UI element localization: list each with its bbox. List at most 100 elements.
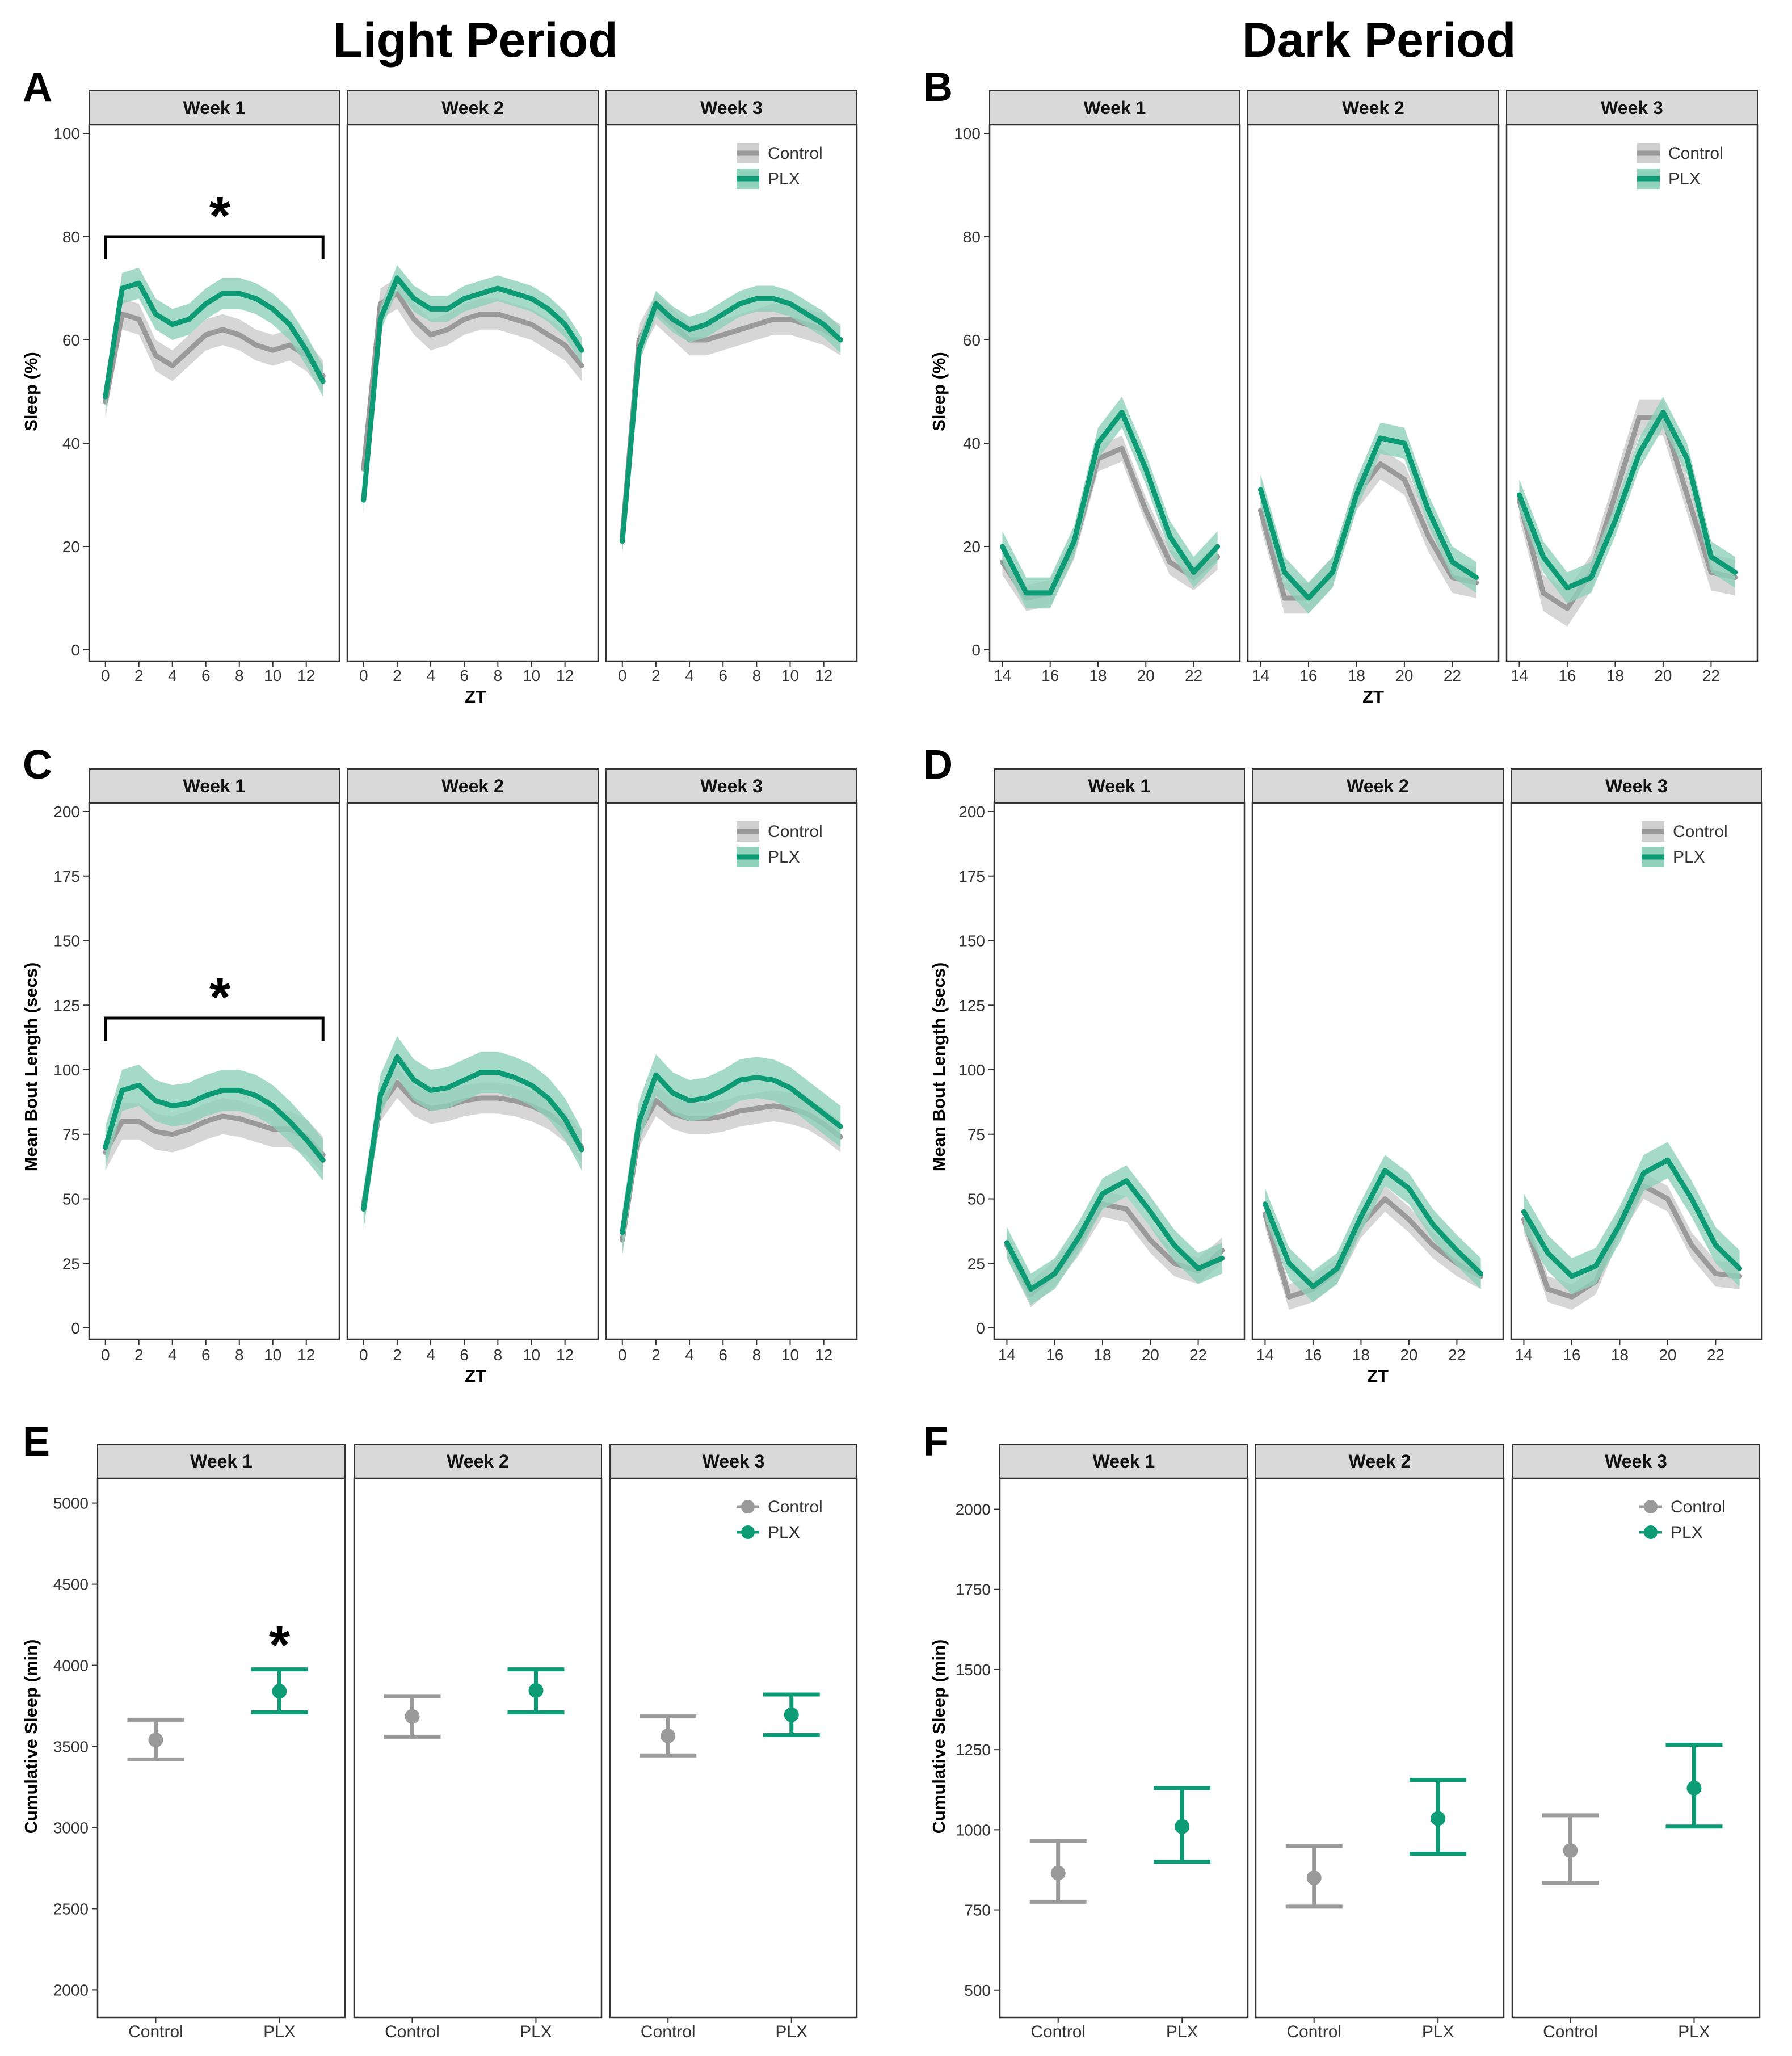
legend-control-label: Control: [1668, 144, 1723, 163]
facet-week-1: Week 1 0 2 4 6 8 10 12 *: [88, 768, 340, 1364]
facet-panel: [609, 1477, 858, 2019]
significance-bracket: [104, 235, 325, 259]
x-tick-label: 10: [523, 667, 540, 684]
x-tick-label: 12: [815, 667, 832, 684]
y-tick-label: 5000: [53, 1495, 89, 1512]
x-tick-label: 12: [556, 667, 574, 684]
y-axis-title: Cumulative Sleep (min): [929, 1639, 949, 1834]
y-axis-title: Sleep (%): [21, 352, 41, 431]
x-tick-label: 14: [1252, 667, 1269, 684]
facet-strip: [1252, 768, 1504, 804]
y-tick-label: 40: [963, 435, 981, 452]
x-tick-label: 20: [1395, 667, 1413, 684]
y-tick-label: 150: [958, 932, 985, 950]
facet-strip-label: Week 2: [1342, 98, 1404, 118]
x-tick-label: 2: [134, 1346, 144, 1364]
x-tick-label: 18: [1352, 1346, 1370, 1364]
facet-week-1: Week 1 Control PLX *: [96, 1444, 346, 2041]
facet-panel: [346, 124, 599, 662]
x-tick-label: PLX: [1166, 2023, 1198, 2041]
plx-mean-point: [1686, 1780, 1702, 1796]
facet-strip: [609, 1444, 857, 1479]
facet-strip-label: Week 3: [1601, 98, 1663, 118]
control-mean-point: [148, 1733, 163, 1748]
plx-error-band: [1519, 397, 1735, 604]
plx-series-line: [103, 1082, 326, 1163]
x-tick-label: 8: [752, 667, 762, 684]
panel-label-d: D: [923, 742, 953, 788]
column-title-light: Light Period: [333, 13, 618, 68]
x-tick-label: 20: [1137, 667, 1155, 684]
plx-error-band: [1524, 1142, 1740, 1294]
plx-series-line: [620, 1072, 843, 1235]
plx-error-bar: [507, 1667, 565, 1714]
x-tick-label: 8: [494, 1346, 503, 1364]
x-tick-label: 10: [781, 667, 799, 684]
facet-strip: [347, 90, 599, 125]
significance-star: *: [269, 1615, 291, 1676]
facet-week-1: Week 1 14 16 18 20 22: [993, 768, 1246, 1364]
control-error-bar: [127, 1717, 184, 1761]
facet-panel: [346, 802, 599, 1340]
facet-panel: [605, 802, 858, 1340]
y-tick-label: 175: [53, 868, 80, 885]
x-tick-label: 6: [460, 667, 469, 684]
plx-series-line: [361, 275, 584, 503]
x-tick-label: 10: [781, 1346, 799, 1364]
x-axis-title: ZT: [465, 687, 486, 707]
facet-week-2: Week 2 0 2 4 6 8 10 12: [346, 768, 599, 1364]
y-tick-label: 4000: [53, 1657, 89, 1675]
control-error-bar: [1029, 1839, 1087, 1904]
y-tick-label: 750: [964, 1902, 991, 1919]
x-tick-label: 6: [718, 667, 727, 684]
facet-strip: [354, 1444, 602, 1479]
legend-plx-label: PLX: [1671, 1523, 1703, 1542]
control-error-band: [622, 1085, 841, 1256]
y-tick-label: 200: [53, 803, 80, 821]
plx-mean-point: [1175, 1819, 1190, 1834]
y-axis-title: Mean Bout Length (secs): [929, 962, 949, 1172]
panel-b: B Sleep (%) 0 20 40 60 80 100 ZT Week 1 14 16 18 20 22…: [923, 65, 1759, 707]
panel-f: F Cumulative Sleep (min) 500 750 1000 1250 150…: [923, 1419, 1761, 2041]
plx-error-band: [622, 285, 841, 554]
legend-plx-label: PLX: [768, 170, 800, 188]
y-tick-label: 1750: [956, 1581, 991, 1599]
y-tick-label: 150: [53, 932, 80, 950]
x-tick-label: 22: [1707, 1346, 1724, 1364]
x-tick-label: Control: [1286, 2023, 1341, 2041]
control-error-bar: [1542, 1813, 1599, 1885]
facet-strip-label: Week 3: [703, 1451, 765, 1471]
x-tick-label: 20: [1659, 1346, 1676, 1364]
legend-control-dot: [1644, 1500, 1658, 1513]
facet-panel: [993, 802, 1246, 1340]
control-mean-point: [1306, 1870, 1322, 1886]
x-tick-label: 22: [1444, 667, 1461, 684]
x-tick-label: 16: [1041, 667, 1059, 684]
y-tick-label: 200: [958, 803, 985, 821]
y-tick-label: 125: [958, 997, 985, 1014]
facet-week-3: Week 3 0 2 4 6 8 10 12 Control PLX: [605, 90, 858, 684]
control-series-line: [1262, 1196, 1484, 1300]
legend: Control PLX: [1642, 821, 1728, 867]
facet-strip-label: Week 1: [183, 98, 246, 118]
x-tick-label: Control: [385, 2023, 440, 2041]
x-tick-label: 18: [1611, 1346, 1629, 1364]
x-tick-label: 4: [168, 1346, 177, 1364]
x-tick-label: 18: [1089, 667, 1107, 684]
x-tick-label: 18: [1348, 667, 1365, 684]
x-tick-label: 14: [1256, 1346, 1274, 1364]
x-tick-label: 6: [201, 1346, 211, 1364]
control-error-band: [105, 298, 323, 418]
x-tick-label: 4: [168, 667, 177, 684]
y-tick-label: 75: [62, 1126, 80, 1143]
control-series-line: [361, 291, 584, 472]
significance-bracket: [104, 1016, 325, 1041]
panel-label-c: C: [23, 742, 52, 788]
facet-strip-label: Week 2: [1349, 1451, 1411, 1471]
legend-plx-label: PLX: [768, 1523, 800, 1542]
x-tick-label: 6: [460, 1346, 469, 1364]
y-tick-label: 0: [971, 641, 981, 659]
x-tick-label: 14: [994, 667, 1011, 684]
control-series-line: [103, 312, 326, 405]
